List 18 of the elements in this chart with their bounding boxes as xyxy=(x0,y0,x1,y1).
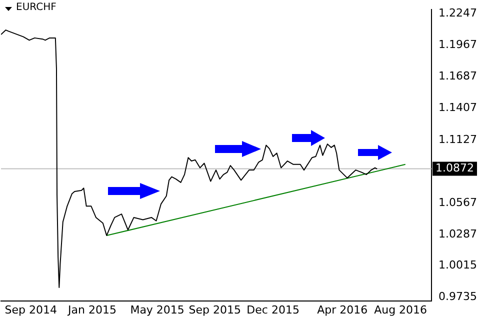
y-tick-label: 1.0567 xyxy=(438,196,478,209)
x-tick-label: Jan 2015 xyxy=(66,303,116,316)
x-tick-label: May 2015 xyxy=(130,303,184,316)
y-tick-label: 1.1687 xyxy=(438,70,478,83)
ref-line-label: 1.0872 xyxy=(436,162,474,175)
y-tick-label: 1.1967 xyxy=(438,38,478,51)
x-tick-label: Dec 2015 xyxy=(246,303,300,316)
y-tick-label: 1.1127 xyxy=(438,132,478,146)
y-tick-label: 1.0287 xyxy=(438,228,478,241)
chart-title: EURCHF xyxy=(16,2,56,13)
x-tick-label: Apr 2016 xyxy=(317,303,368,316)
x-tick-label: Aug 2016 xyxy=(374,303,428,316)
y-tick-label: 0.9735 xyxy=(438,290,478,303)
x-tick-label: Sep 2015 xyxy=(188,303,242,316)
x-tick-label: Sep 2014 xyxy=(4,303,57,316)
y-tick-label: 1.2247 xyxy=(438,6,478,20)
y-tick-label: 1.0015 xyxy=(438,258,478,272)
y-tick-label: 1.1407 xyxy=(438,101,478,114)
